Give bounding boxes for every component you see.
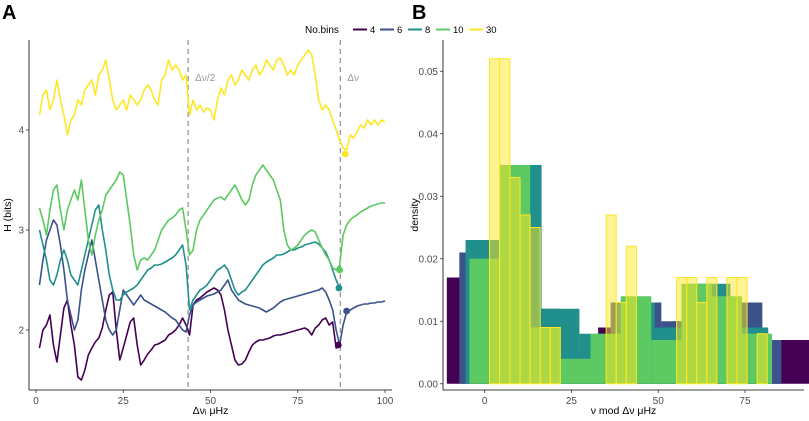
b-x-axis-title: ν mod Δν μHz — [591, 405, 657, 417]
line-series-10 — [38, 164, 386, 271]
hist-bar-30-2 — [509, 177, 521, 385]
b-x-tick-label-0: 0 — [482, 396, 488, 407]
hist-bar-30-5 — [539, 327, 551, 385]
b-y-tick-label-4: 0.04 — [419, 129, 439, 140]
b-x-tick-label-3: 75 — [739, 396, 751, 407]
a-y-tick-label-2: 4 — [18, 126, 24, 137]
b-y-tick-label-1: 0.01 — [419, 317, 439, 328]
legend-entry-8: 8 — [408, 25, 430, 36]
hist-bar-30-7 — [605, 214, 617, 385]
line-series-6 — [38, 219, 386, 346]
panel-a-line-chart: Δν/2 Δν 0 25 50 75 100 2 3 4 Δνᵢ μHz H (bits) — [2, 40, 394, 417]
legend-entry-6: 6 — [380, 25, 402, 36]
hist-bar-30-0 — [489, 58, 501, 385]
panel-a-letter: A — [2, 2, 16, 24]
legend-entry-30: 30 — [469, 25, 497, 36]
point-30 — [341, 150, 349, 158]
a-x-tick-label-2: 50 — [205, 396, 217, 407]
hist-bar-10-3 — [560, 358, 591, 384]
line-series-30 — [38, 49, 386, 151]
hist-bar-30-3 — [519, 214, 531, 385]
hist-bar-30-9 — [625, 245, 637, 385]
hist-bar-30-4 — [529, 227, 541, 385]
point-6 — [343, 307, 351, 315]
legend-label-30: 30 — [486, 25, 497, 36]
a-x-tick-label-3: 75 — [292, 396, 304, 407]
legend-label-8: 8 — [425, 25, 430, 36]
a-y-axis-title: H (bits) — [2, 198, 14, 232]
point-8 — [335, 284, 343, 292]
b-y-tick-label-5: 0.05 — [419, 67, 439, 78]
b-x-tick-label-2: 50 — [653, 396, 665, 407]
b-y-axis-title: density — [409, 198, 421, 232]
legend-label-6: 6 — [397, 25, 402, 36]
point-10 — [336, 266, 344, 274]
legend-entry-4: 4 — [353, 25, 375, 36]
a-x-tick-label-1: 25 — [118, 396, 130, 407]
b-y-tick-label-2: 0.02 — [419, 254, 439, 265]
hist-bar-30-15 — [736, 277, 748, 385]
hist-bar-30-14 — [726, 277, 738, 385]
a-y-tick-label-0: 2 — [18, 326, 24, 337]
hist-bar-30-13 — [706, 277, 718, 385]
vline-label-1: Δν — [347, 73, 359, 84]
legend: No.bins 4 6 8 10 30 — [305, 25, 497, 36]
hist-bar-30-8 — [615, 302, 627, 385]
line-series-8 — [38, 204, 341, 311]
a-x-axis-title: Δνᵢ μHz — [193, 405, 229, 417]
hist-bar-30-1 — [499, 58, 511, 385]
line-series-4 — [38, 287, 341, 381]
a-y-tick-label-1: 3 — [18, 226, 24, 237]
hist-bar-30-6 — [549, 327, 561, 385]
legend-title: No.bins — [305, 25, 339, 36]
hist-bar-30-10 — [676, 277, 688, 385]
panel-b-letter: B — [412, 2, 426, 24]
panel-b-histogram: 0 25 50 75 0.00 0.01 0.02 0.03 0.04 0.05 ν mod Δν … — [409, 40, 809, 417]
a-x-tick-label-0: 0 — [33, 396, 39, 407]
vline-label-0: Δν/2 — [195, 73, 215, 84]
b-y-tick-label-0: 0.00 — [419, 379, 439, 390]
legend-label-4: 4 — [370, 25, 375, 36]
hist-bar-30-12 — [696, 302, 708, 385]
a-x-tick-label-4: 100 — [377, 396, 394, 407]
b-x-tick-label-1: 25 — [566, 396, 578, 407]
b-y-tick-label-3: 0.03 — [419, 192, 439, 203]
hist-bar-30-11 — [686, 277, 698, 385]
point-4 — [334, 341, 342, 349]
legend-label-10: 10 — [453, 25, 464, 36]
hist-bar-30-16 — [756, 333, 768, 385]
legend-entry-10: 10 — [436, 25, 464, 36]
